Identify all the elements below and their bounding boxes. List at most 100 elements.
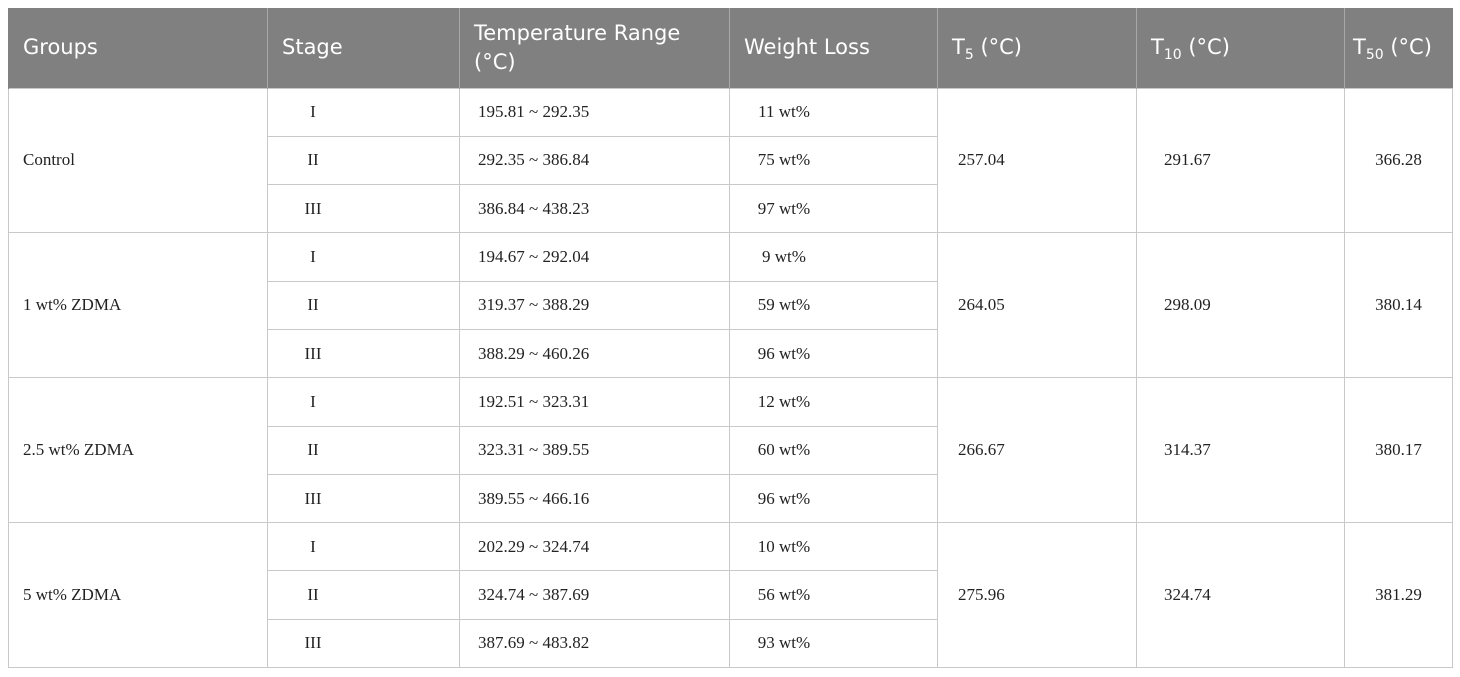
header-cell: Temperature Range (°C) — [459, 8, 730, 88]
symbol: T — [952, 35, 965, 60]
loss-text: 96 wt% — [757, 343, 811, 363]
stage-cell: II — [267, 280, 460, 330]
loss-cell: 59 wt% — [729, 280, 938, 330]
stage-cell: III — [267, 618, 460, 669]
t5-cell: 264.05 — [937, 232, 1137, 379]
stage-text: III — [304, 488, 322, 508]
stage-text: I — [310, 102, 316, 122]
table-body: Control I 195.81 ~ 292.35 11 wt% 257.04 291.6… — [8, 87, 1453, 669]
stage-text: II — [307, 150, 319, 170]
group-cell: Control — [8, 87, 268, 234]
row: II 324.74 ~ 387.69 56 wt% — [9, 570, 1453, 620]
header-cell: T5 (°C) — [937, 8, 1137, 88]
stage-text: III — [304, 633, 322, 653]
header-cell: T10 (°C) — [1136, 8, 1345, 88]
loss-text: 96 wt% — [757, 488, 811, 508]
table-header: Groups Stage Temperature Range (°C) Weig… — [8, 8, 1453, 88]
stage-cell: I — [267, 522, 460, 572]
loss-cell: 93 wt% — [729, 618, 938, 669]
loss-cell: 96 wt% — [729, 328, 938, 379]
stage-cell: I — [267, 377, 460, 427]
t5-cell: 266.67 — [937, 377, 1137, 524]
loss-text: 12 wt% — [757, 391, 811, 411]
t10-cell: 324.74 — [1136, 522, 1345, 669]
range-cell: 387.69 ~ 483.82 — [459, 618, 730, 669]
loss-text: 60 wt% — [757, 440, 811, 460]
group-cell: 1 wt% ZDMA — [8, 232, 268, 379]
row: 1 wt% ZDMA I 194.67 ~ 292.04 9 wt% 264.05 298… — [8, 232, 1453, 379]
header-row: Groups Stage Temperature Range (°C) Weig… — [8, 8, 1453, 88]
stage-text: III — [304, 343, 322, 363]
range-cell: 292.35 ~ 386.84 — [459, 135, 730, 186]
stage-cell: II — [267, 425, 460, 475]
stage-text: II — [307, 585, 319, 605]
range-cell: 386.84 ~ 438.23 — [459, 184, 730, 234]
range-cell: 389.55 ~ 466.16 — [459, 473, 730, 524]
t10-cell: 314.37 — [1136, 377, 1345, 524]
range-cell: 323.31 ~ 389.55 — [459, 425, 730, 475]
range-cell: 324.74 ~ 387.69 — [459, 570, 730, 620]
row: III 388.29 ~ 460.26 96 wt% — [9, 328, 1453, 379]
stage-text: III — [304, 198, 322, 218]
group-cell: 2.5 wt% ZDMA — [8, 377, 268, 524]
row: Control I 195.81 ~ 292.35 11 wt% 257.04 291.6… — [8, 87, 1453, 234]
group-cell: 5 wt% ZDMA — [8, 522, 268, 669]
loss-cell: 75 wt% — [729, 135, 938, 186]
loss-text: 11 wt% — [758, 102, 810, 122]
table-container: Groups Stage Temperature Range (°C) Weig… — [8, 8, 1453, 669]
header-cell: Stage — [267, 8, 460, 88]
row: II 292.35 ~ 386.84 75 wt% — [9, 135, 1453, 186]
row: III 387.69 ~ 483.82 93 wt% — [9, 618, 1453, 669]
t50-cell: 380.14 — [1344, 232, 1453, 379]
header-cell: Groups — [8, 8, 268, 88]
loss-text: 93 wt% — [757, 633, 811, 653]
loss-text: 59 wt% — [757, 295, 811, 315]
t10-cell: 291.67 — [1136, 87, 1345, 234]
loss-cell: 12 wt% — [729, 377, 938, 427]
loss-cell: 11 wt% — [729, 87, 938, 137]
loss-text: 56 wt% — [757, 585, 811, 605]
stage-text: I — [310, 391, 316, 411]
t50-cell: 381.29 — [1344, 522, 1453, 669]
t50-cell: 366.28 — [1344, 87, 1453, 234]
loss-text: 10 wt% — [757, 536, 811, 556]
symbol: T — [1151, 35, 1164, 60]
unit: (°C) — [1188, 35, 1230, 60]
stage-cell: II — [267, 570, 460, 620]
stage-text: II — [307, 295, 319, 315]
stage-cell: III — [267, 473, 460, 524]
row: III 386.84 ~ 438.23 97 wt% — [9, 184, 1453, 234]
stage-text: I — [310, 247, 316, 267]
loss-cell: 56 wt% — [729, 570, 938, 620]
loss-text: 75 wt% — [757, 150, 811, 170]
t50-cell: 380.17 — [1344, 377, 1453, 524]
row: III 389.55 ~ 466.16 96 wt% — [9, 473, 1453, 524]
stage-text: I — [310, 536, 316, 556]
loss-cell: 60 wt% — [729, 425, 938, 475]
range-cell: 195.81 ~ 292.35 — [459, 87, 730, 137]
loss-cell: 10 wt% — [729, 522, 938, 572]
loss-cell: 97 wt% — [729, 184, 938, 234]
stage-cell: I — [267, 232, 460, 282]
header-cell: T50 (°C) — [1344, 8, 1453, 88]
stage-cell: II — [267, 135, 460, 186]
subscript: 50 — [1365, 47, 1384, 64]
stage-cell: III — [267, 328, 460, 379]
stage-cell: III — [267, 184, 460, 234]
loss-text: 97 wt% — [757, 198, 811, 218]
unit: (°C) — [1390, 35, 1432, 60]
t5-cell: 275.96 — [937, 522, 1137, 669]
loss-cell: 9 wt% — [729, 232, 938, 282]
range-cell: 192.51 ~ 323.31 — [459, 377, 730, 427]
subscript: 10 — [1163, 47, 1182, 64]
stage-cell: I — [267, 87, 460, 137]
loss-cell: 96 wt% — [729, 473, 938, 524]
header-cell: Weight Loss — [729, 8, 938, 88]
symbol: T — [1353, 35, 1366, 60]
stage-text: II — [307, 440, 319, 460]
unit: (°C) — [980, 35, 1022, 60]
range-cell: 319.37 ~ 388.29 — [459, 280, 730, 330]
range-cell: 388.29 ~ 460.26 — [459, 328, 730, 379]
loss-text: 9 wt% — [762, 247, 806, 267]
